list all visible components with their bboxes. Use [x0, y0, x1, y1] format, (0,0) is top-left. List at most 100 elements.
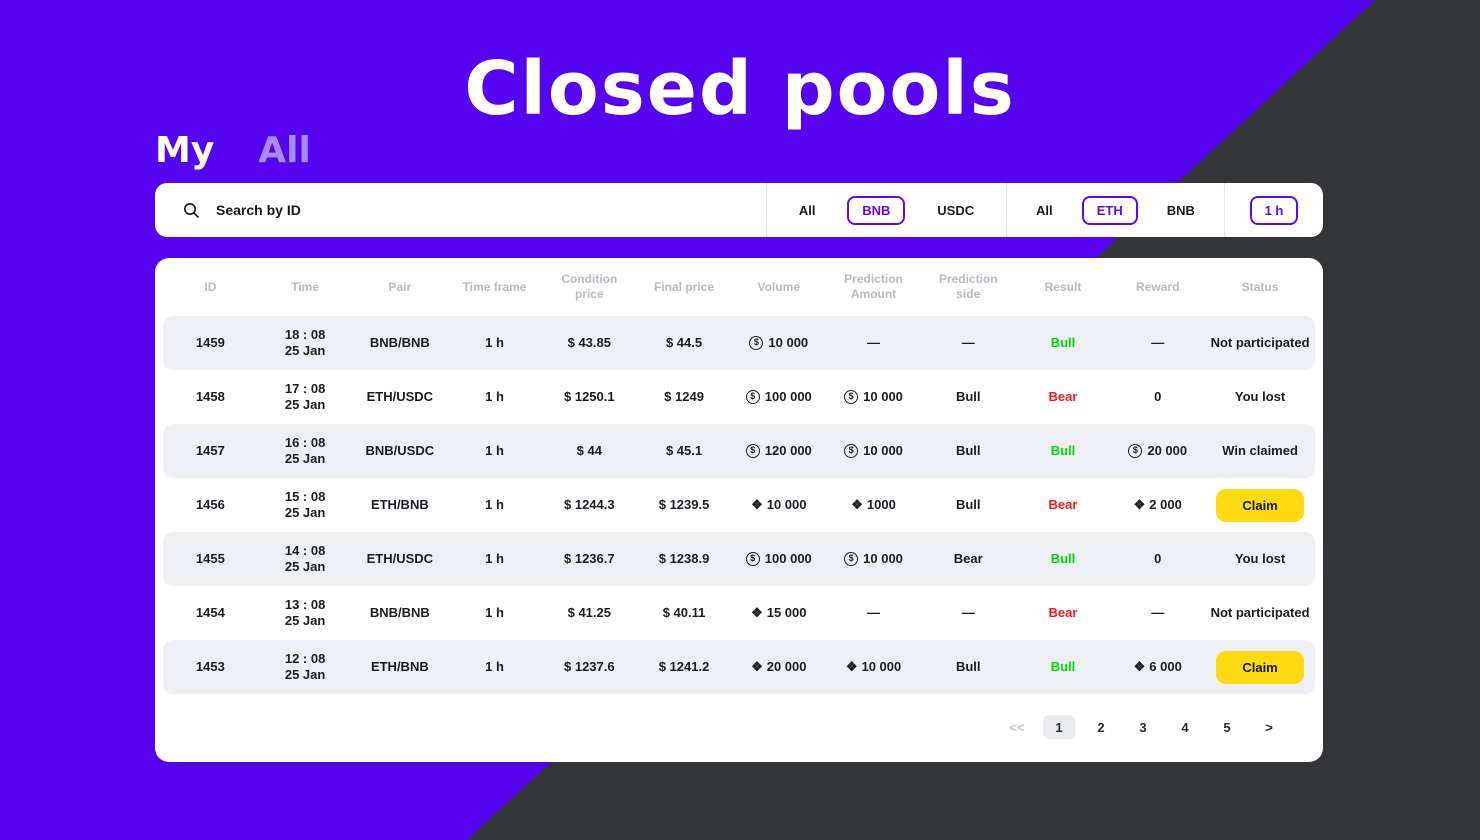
- cell-pair: ETH/USDC: [366, 388, 434, 404]
- cell-prediction-amount: ❖ 10 000: [845, 658, 902, 674]
- cell-prediction-side: Bull: [955, 388, 981, 404]
- usd-circle-icon: $: [844, 390, 859, 405]
- cell-reward: ❖ 6 000: [1133, 658, 1182, 674]
- cell-pair: BNB/BNB: [369, 334, 430, 350]
- pagination-page-2[interactable]: 2: [1097, 719, 1105, 735]
- closed-pools-table: ID Time Pair Time frame Condition price Final…: [155, 258, 1323, 762]
- cell-id: 1453: [195, 658, 225, 674]
- pagination-page-3[interactable]: 3: [1139, 719, 1147, 735]
- cell-result: Bull: [1050, 334, 1076, 350]
- usd-circle-icon: $: [745, 552, 760, 567]
- cell-prediction-side: Bull: [955, 496, 981, 512]
- cell-time: 15 : 08 25 Jan: [284, 488, 326, 520]
- cell-id: 1456: [195, 496, 225, 512]
- pagination-prev[interactable]: <<: [1009, 719, 1025, 735]
- search-input[interactable]: [214, 201, 698, 219]
- cell-time-frame: 1 h: [485, 388, 504, 404]
- cell-prediction-side: —: [961, 334, 975, 350]
- bnb-diamond-icon: ❖: [751, 658, 763, 674]
- cell-pair: BNB/BNB: [369, 604, 430, 620]
- cell-result: Bull: [1050, 550, 1076, 566]
- cell-result: Bear: [1048, 604, 1078, 620]
- cell-prediction-side: —: [961, 604, 975, 620]
- cell-time: 13 : 08 25 Jan: [284, 596, 326, 628]
- cell-time-frame: 1 h: [485, 604, 504, 620]
- cell-id: 1458: [195, 388, 225, 404]
- cell-prediction-amount: —: [867, 604, 881, 620]
- cell-reward: ❖ 2 000: [1133, 496, 1182, 512]
- table-row: 1457 16 : 08 25 Jan BNB/USDC 1 h $ 44 $ 45.1 $1…: [163, 424, 1315, 478]
- cell-condition-price: $ 1244.3: [564, 496, 615, 512]
- cell-id: 1454: [195, 604, 225, 620]
- table-body: 1459 18 : 08 25 Jan BNB/BNB 1 h $ 43.85 $ 44.5…: [163, 316, 1315, 694]
- tabs: My All: [155, 130, 311, 171]
- cell-pair: BNB/USDC: [365, 442, 435, 458]
- filter-option-bnb-selected[interactable]: BNB: [847, 195, 906, 225]
- cell-final-price: $ 44.5: [665, 334, 703, 350]
- cell-id: 1455: [195, 550, 225, 566]
- column-header: Pair: [388, 279, 412, 294]
- cell-time: 14 : 08 25 Jan: [284, 542, 326, 574]
- table-row: 1456 15 : 08 25 Jan ETH/BNB 1 h $ 1244.3 $ 123…: [163, 478, 1315, 532]
- cell-time-frame: 1 h: [485, 550, 504, 566]
- usd-circle-icon: $: [844, 444, 859, 459]
- bnb-diamond-icon: ❖: [751, 496, 763, 512]
- table-row: 1453 12 : 08 25 Jan ETH/BNB 1 h $ 1237.6 $ 124…: [163, 640, 1315, 694]
- cell-result: Bull: [1050, 442, 1076, 458]
- cell-status: Not participated: [1210, 334, 1310, 350]
- cell-condition-price: $ 43.85: [567, 334, 611, 350]
- cell-time-frame: 1 h: [485, 658, 504, 674]
- cell-reward: —: [1151, 604, 1165, 620]
- cell-condition-price: $ 1250.1: [564, 388, 615, 404]
- usd-circle-icon: $: [745, 444, 760, 459]
- cell-reward: 0: [1154, 550, 1162, 566]
- filter-option-bnb-asset[interactable]: BNB: [1166, 202, 1195, 218]
- claim-button[interactable]: Claim: [1216, 488, 1304, 522]
- cell-status: Not participated: [1210, 604, 1310, 620]
- tab-all[interactable]: All: [258, 130, 311, 171]
- cell-pair: ETH/BNB: [370, 496, 429, 512]
- filter-option-1h-selected[interactable]: 1 h: [1249, 195, 1299, 225]
- column-header: Time: [291, 279, 319, 294]
- cell-status: Win claimed: [1222, 442, 1298, 458]
- cell-prediction-amount: $10 000: [826, 443, 921, 460]
- cell-prediction-amount: $10 000: [826, 389, 921, 406]
- column-header: Status: [1241, 279, 1279, 294]
- cell-volume: $100 000: [731, 551, 826, 568]
- table-row: 1454 13 : 08 25 Jan BNB/BNB 1 h $ 41.25 $ 40.1…: [163, 586, 1315, 640]
- cell-final-price: $ 45.1: [665, 442, 703, 458]
- cell-final-price: $ 1249: [664, 388, 704, 404]
- claim-button[interactable]: Claim: [1216, 650, 1304, 684]
- filter-option-all-asset[interactable]: All: [1036, 202, 1053, 218]
- column-header: Result: [1044, 279, 1082, 294]
- cell-prediction-side: Bull: [955, 442, 981, 458]
- pagination-page-5[interactable]: 5: [1223, 719, 1231, 735]
- column-header: Prediction side: [938, 272, 998, 301]
- filter-option-eth-selected[interactable]: ETH: [1081, 195, 1138, 225]
- filter-option-usdc[interactable]: USDC: [937, 202, 975, 218]
- pagination-page-4[interactable]: 4: [1181, 719, 1189, 735]
- usd-circle-icon: $: [844, 552, 859, 567]
- column-header: ID: [204, 279, 217, 294]
- pagination-page-1[interactable]: 1: [1043, 715, 1075, 739]
- cell-status: You lost: [1234, 388, 1286, 404]
- cell-prediction-side: Bull: [955, 658, 981, 674]
- cell-reward: 0: [1154, 388, 1162, 404]
- cell-status: You lost: [1234, 550, 1286, 566]
- cell-result: Bear: [1048, 388, 1078, 404]
- cell-pair: ETH/BNB: [370, 658, 429, 674]
- cell-id: 1459: [195, 334, 225, 350]
- search-icon: [183, 202, 200, 219]
- filter-option-all-currency[interactable]: All: [798, 202, 816, 218]
- column-header: Prediction Amount: [844, 272, 903, 301]
- tab-my[interactable]: My: [155, 130, 215, 171]
- cell-volume: ❖ 15 000: [751, 604, 807, 620]
- cell-time: 12 : 08 25 Jan: [284, 650, 326, 682]
- cell-reward: —: [1151, 334, 1165, 350]
- pagination-next[interactable]: >: [1265, 719, 1273, 735]
- usd-circle-icon: $: [1128, 444, 1143, 459]
- column-header: Time frame: [462, 279, 527, 294]
- cell-volume: $100 000: [731, 389, 826, 406]
- usd-circle-icon: $: [749, 336, 764, 351]
- cell-condition-price: $ 1236.7: [564, 550, 615, 566]
